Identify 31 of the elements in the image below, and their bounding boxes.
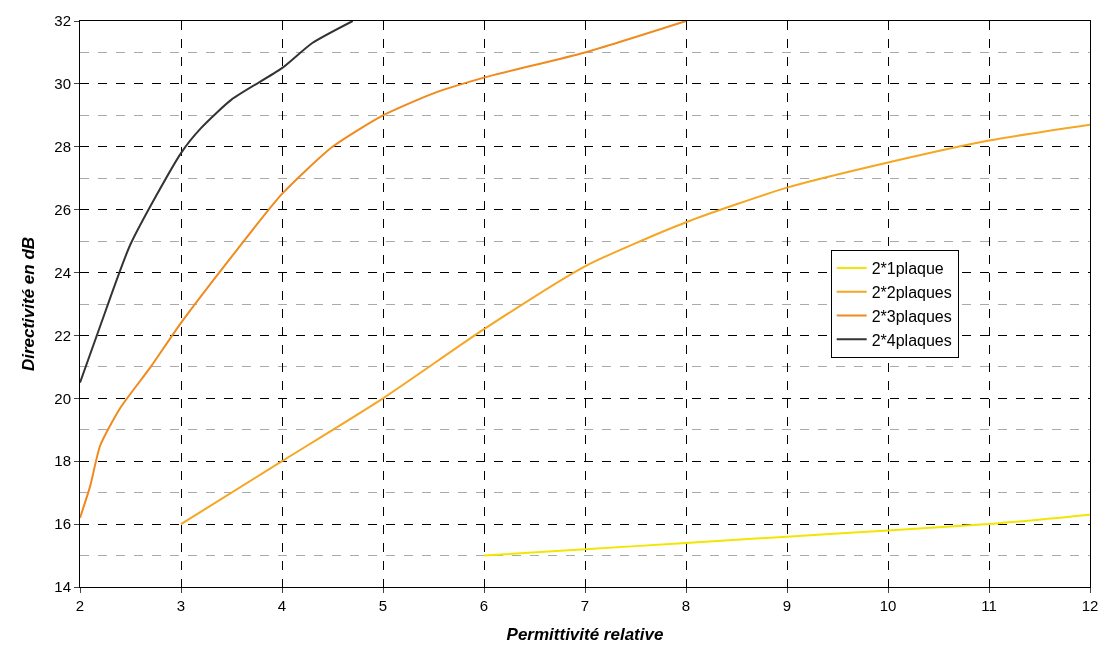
x-tick-label: 10: [879, 597, 897, 614]
y-tick-label: 16: [54, 515, 71, 533]
legend-label: 2*1plaque: [871, 260, 944, 278]
y-tick-label: 30: [54, 75, 71, 93]
y-tick-label: 24: [54, 263, 71, 281]
legend-label: 2*2plaques: [871, 283, 952, 301]
legend-label: 2*3plaques: [871, 307, 952, 325]
x-tick-label: 6: [479, 597, 489, 614]
x-tick-label: 11: [981, 597, 997, 614]
y-tick-label: 22: [54, 326, 71, 344]
x-tick-label: 2: [75, 597, 85, 614]
line-series: [80, 21, 687, 519]
x-tick-label: 9: [782, 597, 792, 614]
line-series: [80, 21, 354, 384]
x-tick-label: 12: [1081, 597, 1099, 614]
x-tick-label: 7: [580, 597, 590, 614]
x-tick-label: 3: [176, 597, 186, 614]
y-tick-label: 32: [54, 12, 71, 30]
line-series: [180, 123, 1090, 526]
line-series: [483, 513, 1090, 557]
x-tick-label: 4: [277, 597, 287, 614]
x-tick-label: 8: [681, 597, 691, 614]
legend-label: 2*4plaques: [871, 331, 952, 349]
y-tick-label: 20: [54, 389, 71, 407]
y-tick-label: 28: [54, 138, 71, 156]
y-tick-label: 18: [54, 452, 71, 470]
x-axis-title: Permittivité relative: [506, 625, 664, 645]
x-tick-label: 5: [378, 597, 388, 614]
y-tick-label: 26: [54, 200, 71, 218]
y-tick-label: 14: [54, 578, 71, 596]
y-axis-title: Directivité en dB: [18, 236, 38, 372]
